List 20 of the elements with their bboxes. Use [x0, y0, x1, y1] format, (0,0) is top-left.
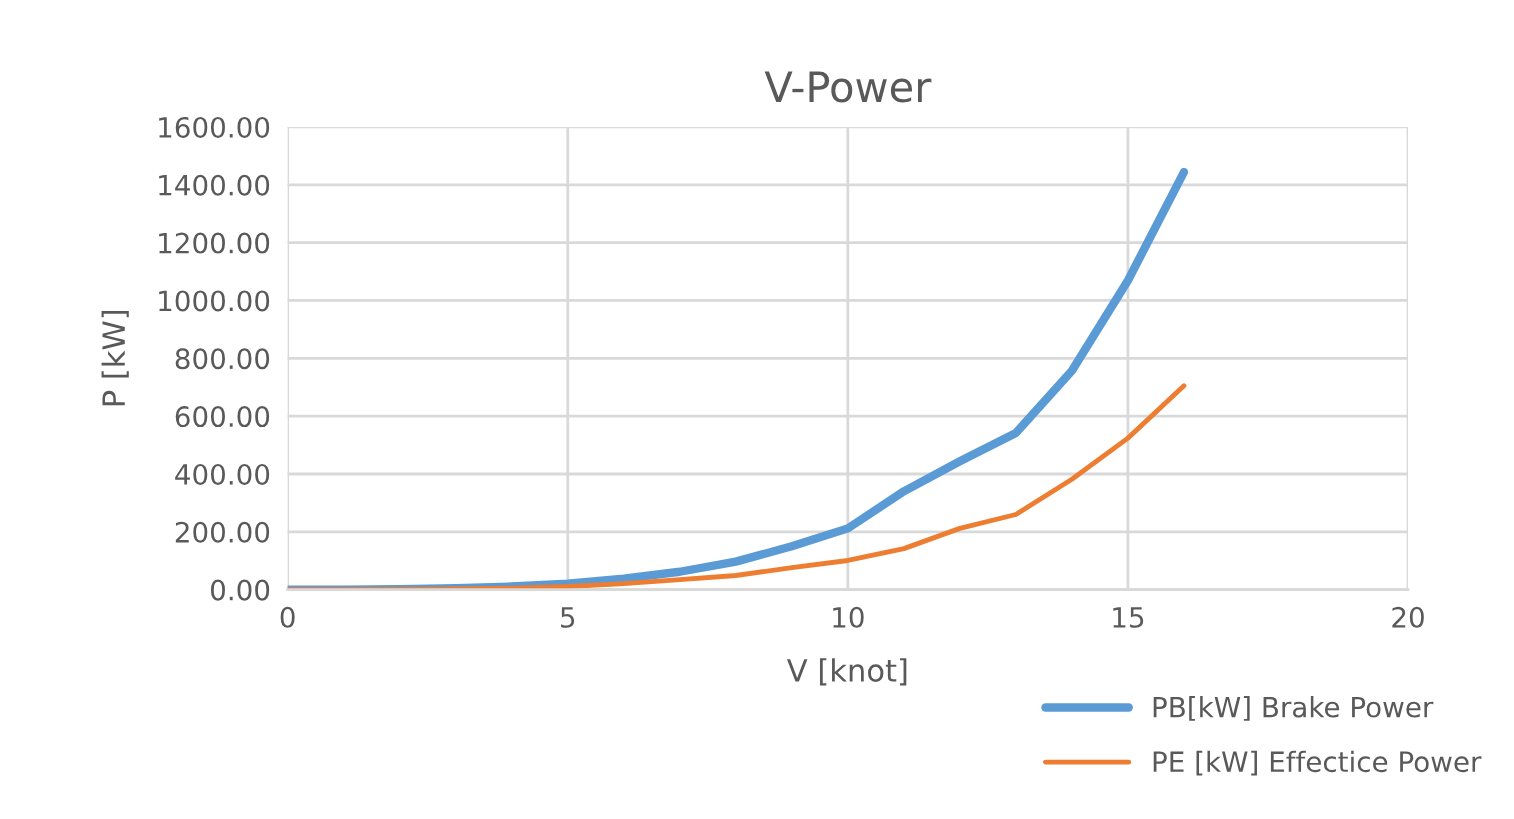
y-tick-label: 200.00: [175, 521, 270, 543]
y-tick-label: 1000.00: [159, 290, 270, 312]
y-tick-label: 600.00: [175, 406, 270, 428]
y-tick-label: 0.00: [210, 579, 270, 601]
legend-label: PE [kW] Effectice Power: [1153, 750, 1482, 776]
x-tick-label: 0: [280, 606, 295, 628]
y-tick-label: 400.00: [175, 463, 270, 485]
y-tick-label: 1200.00: [159, 232, 270, 254]
x-tick-label: 15: [1113, 607, 1144, 628]
y-tick-label: 1600.00: [159, 116, 270, 138]
y-axis-title: P [kW]: [101, 310, 129, 406]
x-tick-label: 5: [561, 607, 575, 628]
x-tick-label: 10: [833, 606, 864, 628]
y-tick-label: 1400.00: [159, 174, 270, 196]
legend-label: PB[kW] Brake Power: [1153, 696, 1434, 721]
x-tick-label: 20: [1392, 606, 1424, 628]
y-tick-label: 800.00: [175, 348, 270, 370]
line-series: [287, 383, 1187, 590]
chart-title: V-Power: [764, 71, 932, 103]
x-axis-title: V [knot]: [786, 658, 907, 686]
